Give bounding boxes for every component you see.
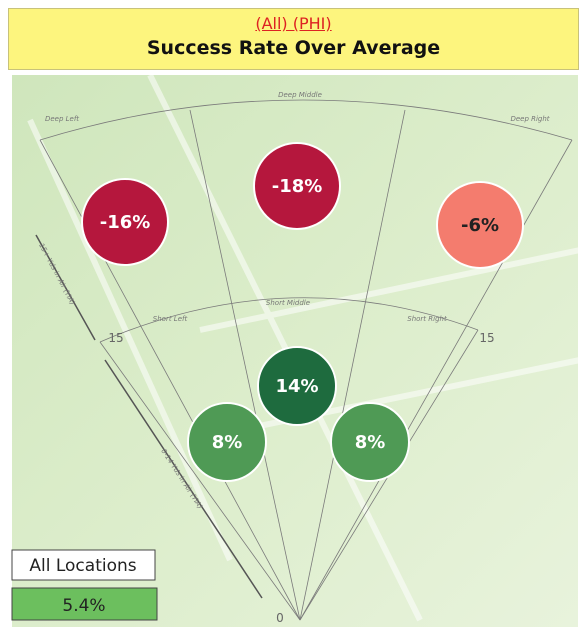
zone-label: Short Left — [153, 315, 188, 323]
bubble — [81, 178, 169, 266]
value-label: 8% — [355, 432, 386, 453]
zone-label: Deep Left — [45, 115, 79, 123]
chart-title: Success Rate Over Average — [146, 37, 441, 59]
summary-value — [11, 587, 158, 621]
value-label: 8% — [212, 432, 243, 453]
value-label: 14% — [275, 376, 318, 397]
bubble — [257, 346, 337, 426]
distance-label: 0 — [276, 611, 284, 625]
distance-label: 15 — [108, 331, 123, 345]
zone-label: Deep Right — [510, 115, 549, 123]
distance-label: 15 — [479, 331, 494, 345]
summary-label: All Locations — [29, 556, 136, 576]
subtitle: (All) (PHI) — [255, 14, 332, 33]
summary-value-label: 5.4% — [62, 596, 105, 616]
bubble — [253, 142, 341, 230]
zone-label: Short Right — [407, 315, 447, 323]
summary-box — [11, 549, 156, 581]
bubble — [330, 402, 410, 482]
value-label: -16% — [100, 212, 151, 233]
header: (All) (PHI) Success Rate Over Average — [8, 8, 579, 70]
value-label: -6% — [461, 215, 499, 236]
bubble — [436, 181, 524, 269]
value-label: -18% — [272, 176, 323, 197]
arrows — [35, 234, 263, 599]
zone-label: Short Middle — [266, 299, 310, 307]
zone-label: Deep Middle — [278, 91, 322, 99]
bubble — [187, 402, 267, 482]
